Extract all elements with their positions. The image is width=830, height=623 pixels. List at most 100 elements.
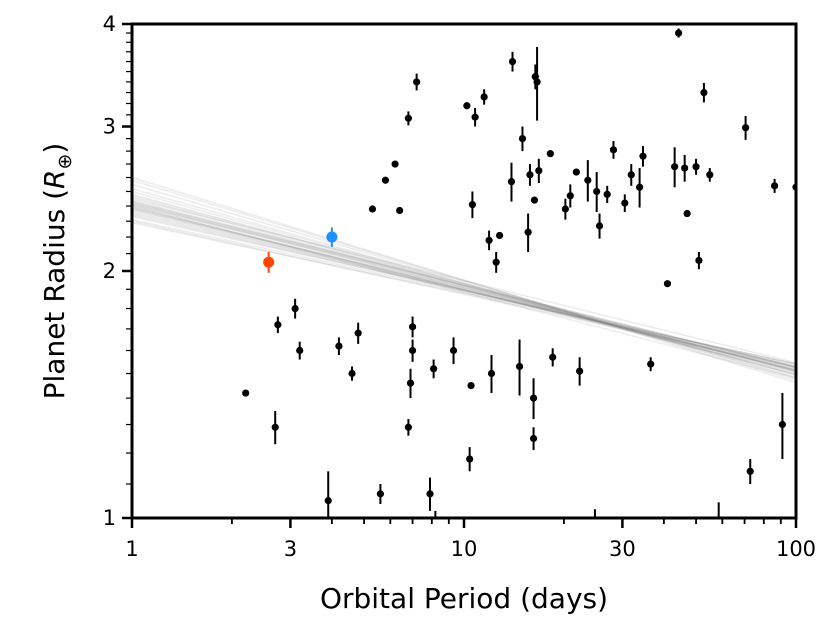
data-point — [535, 167, 543, 175]
fit-line — [132, 215, 796, 366]
data-point — [466, 455, 474, 463]
data-point — [335, 342, 343, 350]
fit-line — [132, 212, 796, 369]
fit-line — [132, 197, 796, 364]
data-point — [778, 420, 787, 429]
data-point — [291, 304, 299, 313]
data-point — [413, 78, 421, 86]
data-point — [572, 168, 580, 176]
data-point — [530, 196, 539, 204]
data-point — [354, 329, 362, 337]
data-point — [492, 258, 500, 266]
data-point — [609, 146, 618, 154]
data-point — [324, 497, 332, 505]
data-point — [706, 171, 714, 179]
data-point — [404, 114, 412, 122]
fit-line — [132, 187, 796, 379]
data-point — [529, 434, 538, 443]
data-point — [396, 206, 404, 215]
x-axis-label: Orbital Period (days) — [320, 582, 608, 615]
data-point — [487, 369, 496, 378]
fit-line — [132, 208, 796, 368]
fit-line — [132, 206, 796, 373]
data-point — [593, 187, 601, 196]
data-point — [471, 113, 479, 121]
data-point — [549, 353, 557, 361]
fit-line — [132, 196, 796, 376]
y-tick-label: 2 — [103, 259, 116, 283]
fit-line — [132, 200, 796, 369]
fit-line — [132, 221, 796, 365]
x-axis: 1 3 10 30 100 — [125, 518, 816, 561]
y-axis-label-symbol: R — [38, 170, 71, 189]
data-point — [595, 222, 604, 230]
y-tick-label: 1 — [103, 506, 116, 530]
data-point — [518, 134, 527, 143]
data-point — [480, 93, 488, 101]
x-tick-label: 10 — [451, 537, 478, 561]
data-point — [636, 183, 644, 191]
fit-line — [132, 203, 796, 372]
fit-line — [132, 202, 796, 373]
y-axis-label: Planet Radius (R⊕) — [38, 143, 76, 400]
data-point — [404, 423, 412, 431]
y-axis-label-main: Planet Radius ( — [38, 189, 71, 399]
data-point — [426, 490, 434, 498]
data-point — [770, 182, 779, 190]
data-point — [561, 205, 569, 213]
svg-text:Planet Radius (R⊕): Planet Radius (R⊕) — [38, 143, 76, 400]
data-point — [526, 171, 534, 179]
x-tick-label: 100 — [776, 537, 816, 561]
fit-line — [132, 183, 796, 379]
fit-line — [132, 209, 796, 371]
x-tick-label: 1 — [125, 537, 138, 561]
data-point — [683, 209, 691, 218]
data-point — [485, 236, 493, 244]
fit-line — [132, 176, 796, 384]
data-point — [695, 256, 703, 265]
data-point — [584, 176, 592, 184]
data-point — [348, 369, 356, 378]
fit-line — [132, 203, 796, 368]
data-point — [271, 423, 279, 431]
data-point — [533, 78, 541, 86]
data-point — [296, 346, 304, 355]
data-point — [449, 346, 458, 355]
data-point — [468, 200, 477, 209]
data-point — [430, 365, 438, 373]
fit-line — [132, 205, 796, 380]
data-point — [671, 163, 679, 171]
plot-frame — [130, 22, 798, 520]
data-point — [381, 176, 390, 184]
fit-line — [132, 208, 796, 371]
fit-line — [132, 220, 796, 369]
data-point — [566, 192, 574, 200]
data-point — [463, 102, 471, 110]
highlight-point-blue — [326, 231, 338, 243]
y-tick-label: 4 — [103, 12, 116, 36]
data-point — [274, 321, 282, 329]
fit-line — [132, 202, 796, 368]
data-point — [391, 160, 399, 168]
data-point — [376, 490, 384, 498]
y-axis-label-close: ) — [38, 143, 71, 154]
data-point — [681, 164, 689, 172]
data-point — [647, 360, 655, 368]
y-axis-label-subscript: ⊕ — [54, 154, 76, 170]
fit-line — [132, 199, 796, 372]
data-point — [741, 124, 750, 132]
data-point — [627, 171, 635, 179]
x-tick-label: 30 — [609, 537, 636, 561]
highlight-point-orange — [263, 256, 275, 268]
fit-line — [132, 205, 796, 375]
fit-line — [132, 211, 796, 369]
data-point — [406, 379, 415, 387]
fit-line — [132, 195, 796, 373]
fit-line — [132, 206, 796, 371]
fit-lines — [132, 176, 796, 384]
fit-line — [132, 214, 796, 367]
data-point — [515, 362, 524, 371]
data-point — [368, 205, 377, 213]
data-point — [507, 178, 516, 186]
data-point — [408, 323, 417, 331]
